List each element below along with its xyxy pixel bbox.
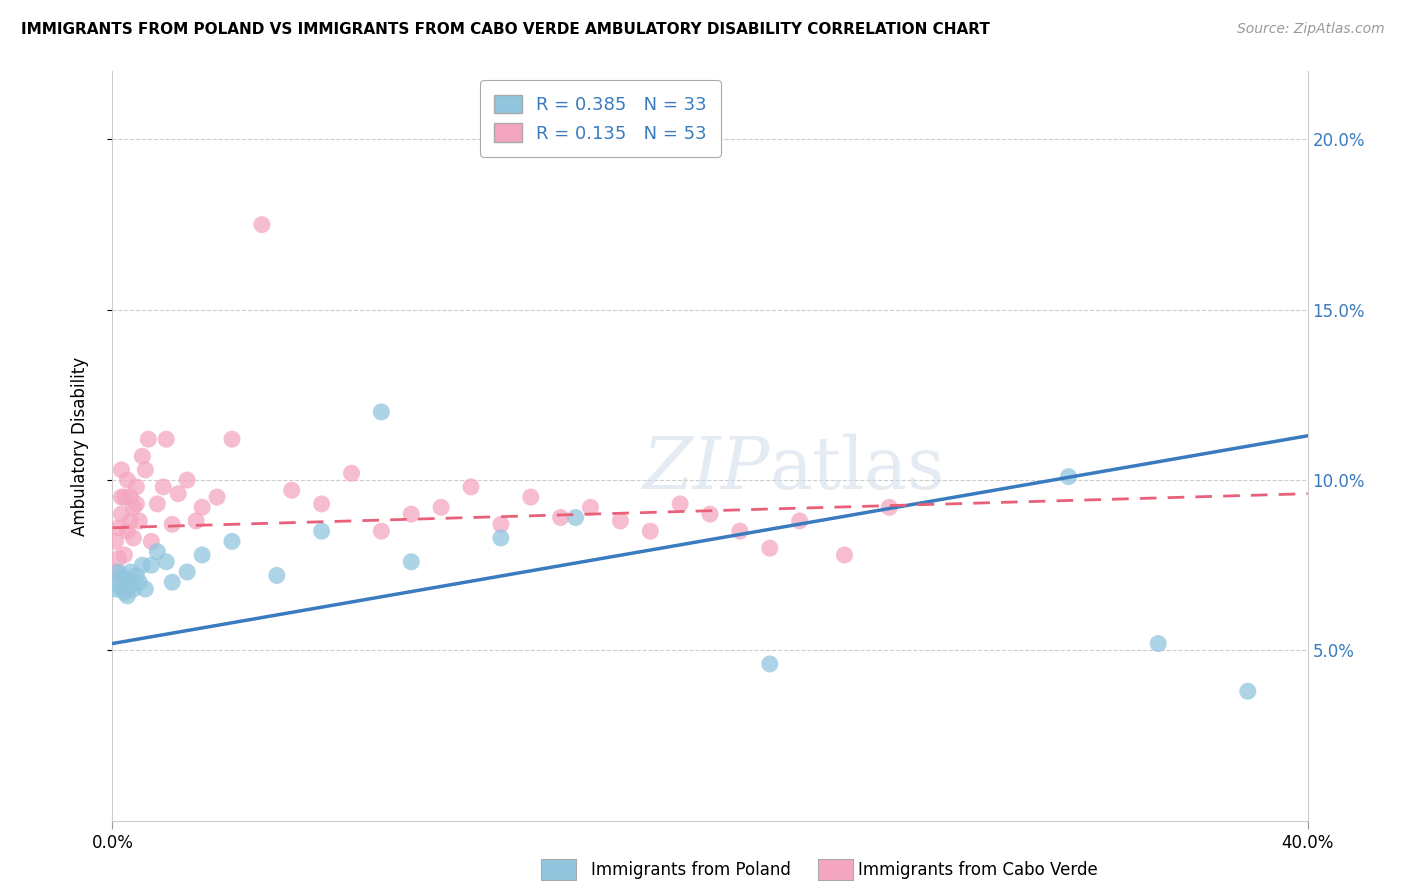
Point bbox=[125, 497, 148, 511]
Point bbox=[120, 490, 142, 504]
Point bbox=[669, 497, 692, 511]
Point bbox=[152, 480, 174, 494]
Point bbox=[311, 524, 333, 538]
Point bbox=[134, 463, 156, 477]
Point bbox=[128, 514, 150, 528]
Point bbox=[117, 524, 139, 538]
Point bbox=[117, 575, 139, 590]
Point bbox=[146, 497, 169, 511]
Point bbox=[311, 497, 333, 511]
Point bbox=[125, 480, 148, 494]
Point bbox=[370, 524, 392, 538]
Point bbox=[110, 568, 132, 582]
Point bbox=[138, 432, 160, 446]
Point bbox=[759, 541, 782, 556]
Point bbox=[141, 534, 163, 549]
Point bbox=[120, 565, 142, 579]
Point bbox=[879, 500, 901, 515]
Point bbox=[134, 582, 156, 596]
Point bbox=[205, 490, 228, 504]
Point bbox=[759, 657, 782, 671]
Text: ZIP: ZIP bbox=[643, 434, 770, 504]
Point bbox=[609, 514, 631, 528]
Point bbox=[1147, 636, 1170, 650]
Point bbox=[120, 514, 142, 528]
Point bbox=[141, 558, 163, 573]
Text: Immigrants from Cabo Verde: Immigrants from Cabo Verde bbox=[858, 861, 1098, 879]
Text: atlas: atlas bbox=[770, 434, 945, 504]
Legend: R = 0.385   N = 33, R = 0.135   N = 53: R = 0.385 N = 33, R = 0.135 N = 53 bbox=[479, 80, 721, 157]
Point bbox=[110, 582, 132, 596]
Point bbox=[110, 490, 132, 504]
Point bbox=[110, 463, 132, 477]
Point bbox=[114, 490, 135, 504]
Point bbox=[699, 507, 721, 521]
Point bbox=[564, 510, 586, 524]
Point bbox=[460, 480, 482, 494]
Point bbox=[104, 582, 127, 596]
Point bbox=[114, 572, 135, 586]
Point bbox=[146, 544, 169, 558]
Point bbox=[128, 575, 150, 590]
Point bbox=[117, 589, 139, 603]
Point bbox=[114, 585, 135, 599]
Text: Immigrants from Poland: Immigrants from Poland bbox=[591, 861, 790, 879]
Point bbox=[167, 486, 190, 500]
Point bbox=[430, 500, 453, 515]
Point bbox=[107, 565, 129, 579]
Point bbox=[155, 555, 177, 569]
Point bbox=[162, 517, 183, 532]
Point bbox=[221, 534, 243, 549]
Point bbox=[640, 524, 662, 538]
Point bbox=[176, 473, 198, 487]
Point bbox=[1237, 684, 1260, 698]
Point bbox=[370, 405, 392, 419]
Point bbox=[104, 534, 127, 549]
Point bbox=[131, 449, 153, 463]
Point bbox=[125, 568, 148, 582]
Point bbox=[520, 490, 543, 504]
Point bbox=[122, 582, 145, 596]
Point bbox=[401, 555, 423, 569]
Point bbox=[489, 531, 512, 545]
Point bbox=[155, 432, 177, 446]
Point bbox=[120, 579, 142, 593]
Point bbox=[162, 575, 183, 590]
Point bbox=[122, 531, 145, 545]
Point bbox=[789, 514, 811, 528]
Text: Source: ZipAtlas.com: Source: ZipAtlas.com bbox=[1237, 22, 1385, 37]
Point bbox=[221, 432, 243, 446]
Text: IMMIGRANTS FROM POLAND VS IMMIGRANTS FROM CABO VERDE AMBULATORY DISABILITY CORRE: IMMIGRANTS FROM POLAND VS IMMIGRANTS FRO… bbox=[21, 22, 990, 37]
Point bbox=[117, 473, 139, 487]
Y-axis label: Ambulatory Disability: Ambulatory Disability bbox=[70, 357, 89, 535]
Point bbox=[131, 558, 153, 573]
Point bbox=[401, 507, 423, 521]
Point bbox=[1057, 469, 1080, 483]
Point bbox=[250, 218, 273, 232]
Point bbox=[489, 517, 512, 532]
Point bbox=[107, 551, 129, 566]
Point bbox=[107, 575, 129, 590]
Point bbox=[107, 521, 129, 535]
Point bbox=[281, 483, 304, 498]
Point bbox=[122, 500, 145, 515]
Point bbox=[579, 500, 602, 515]
Point bbox=[340, 467, 363, 481]
Point bbox=[728, 524, 751, 538]
Point bbox=[114, 548, 135, 562]
Point bbox=[110, 507, 132, 521]
Point bbox=[191, 548, 214, 562]
Point bbox=[176, 565, 198, 579]
Point bbox=[186, 514, 208, 528]
Point bbox=[104, 565, 127, 579]
Point bbox=[191, 500, 214, 515]
Point bbox=[550, 510, 572, 524]
Point bbox=[266, 568, 288, 582]
Point bbox=[834, 548, 856, 562]
